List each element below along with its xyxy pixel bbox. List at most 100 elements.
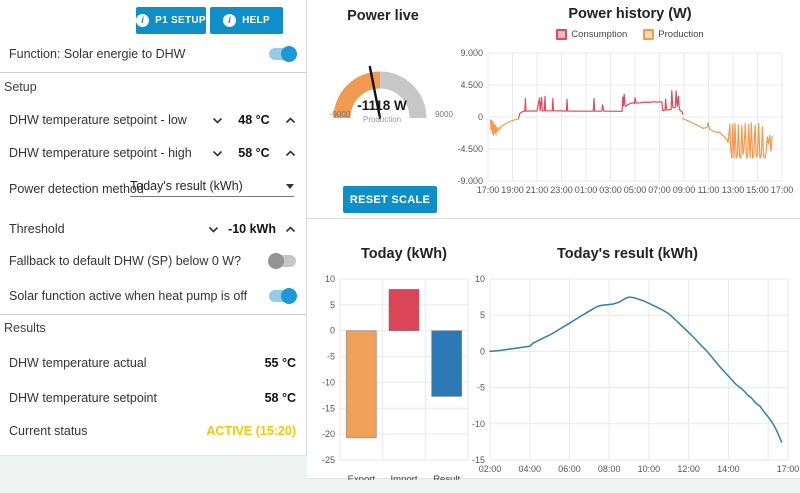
svg-text:23:00: 23:00	[550, 185, 573, 195]
svg-text:-9.000: -9.000	[457, 176, 483, 186]
svg-text:-4.500: -4.500	[457, 144, 483, 154]
power-detection-value: Today's result (kWh)	[130, 179, 243, 193]
svg-text:13:00: 13:00	[722, 185, 745, 195]
svg-text:-15: -15	[322, 403, 335, 413]
svg-text:14:00: 14:00	[717, 464, 740, 474]
settings-panel: i P1 SETUP i HELP Function: Solar energi…	[0, 0, 307, 456]
reset-scale-button[interactable]: RESET SCALE	[343, 186, 437, 213]
dhw-setpoint-result-label: DHW temperature setpoint	[9, 391, 157, 405]
solar-active-label: Solar function active when heat pump is …	[9, 289, 248, 303]
dhw-setpoint-high-row: DHW temperature setpoint - high 58 °C	[9, 144, 296, 162]
dhw-setpoint-low-stepper: 48 °C	[212, 113, 296, 127]
power-history-legend: Consumption Production	[460, 29, 800, 40]
dhw-setpoint-low-row: DHW temperature setpoint - low 48 °C	[9, 111, 296, 129]
svg-text:-10: -10	[322, 377, 335, 387]
svg-text:08:00: 08:00	[598, 464, 621, 474]
dhw-actual-row: DHW temperature actual 55 °C	[9, 354, 296, 372]
svg-text:06:00: 06:00	[558, 464, 581, 474]
power-detection-row: Power detection method Today's result (k…	[9, 179, 296, 198]
svg-text:0: 0	[478, 112, 483, 122]
function-toggle[interactable]	[269, 46, 297, 62]
dhw-actual-label: DHW temperature actual	[9, 356, 147, 370]
chevron-up-icon[interactable]	[285, 116, 296, 124]
dhw-setpoint-high-label: DHW temperature setpoint - high	[9, 146, 192, 160]
svg-text:15:00: 15:00	[746, 185, 769, 195]
help-label: HELP	[242, 15, 270, 26]
power-detection-select[interactable]: Today's result (kWh)	[130, 179, 294, 197]
svg-text:17:00: 17:00	[777, 464, 800, 474]
dhw-actual-value: 55 °C	[264, 356, 296, 370]
chevron-down-icon[interactable]	[212, 117, 223, 124]
svg-text:-20: -20	[322, 429, 335, 439]
threshold-row: Threshold -10 kWh	[9, 220, 296, 238]
svg-text:09:00: 09:00	[673, 185, 696, 195]
chevron-up-icon[interactable]	[285, 149, 296, 157]
chevron-down-icon[interactable]	[212, 150, 223, 157]
p1-setup-label: P1 SETUP	[155, 15, 206, 26]
info-icon: i	[136, 14, 150, 27]
toggle-knob	[281, 288, 297, 304]
fallback-row: Fallback to default DHW (SP) below 0 W?	[9, 252, 296, 270]
svg-text:01:00: 01:00	[575, 185, 598, 195]
svg-text:10:00: 10:00	[638, 464, 661, 474]
svg-text:5: 5	[330, 300, 335, 310]
gauge-min-label: -9000	[329, 110, 351, 119]
gauge-value: -1118 W	[357, 98, 407, 113]
svg-text:5: 5	[480, 310, 485, 320]
svg-text:17:00: 17:00	[771, 185, 794, 195]
svg-text:0: 0	[480, 346, 485, 356]
todays-result-title: Today's result (kWh)	[557, 246, 698, 262]
dhw-setpoint-low-label: DHW temperature setpoint - low	[9, 113, 187, 127]
toggle-knob	[268, 253, 284, 269]
power-history-title: Power history (W)	[568, 6, 692, 22]
info-icon: i	[223, 14, 237, 27]
svg-text:-5: -5	[327, 352, 335, 362]
solar-active-row: Solar function active when heat pump is …	[9, 287, 297, 305]
charts-panel: Power live -1118 W -9000 9000 Production…	[307, 0, 800, 480]
divider	[307, 218, 800, 219]
svg-text:Result: Result	[433, 474, 460, 480]
gauge-max-label: 9000	[435, 110, 453, 119]
legend-item-consumption[interactable]: Consumption	[556, 29, 627, 40]
threshold-label: Threshold	[9, 222, 65, 236]
section-header-results: Results	[4, 321, 46, 335]
dhw-setpoint-high-stepper: 58 °C	[212, 146, 296, 160]
svg-text:21:00: 21:00	[526, 185, 549, 195]
svg-text:11:00: 11:00	[698, 185, 720, 195]
function-label: Function: Solar energie to DHW	[9, 47, 186, 61]
power-gauge	[333, 65, 427, 120]
fallback-label: Fallback to default DHW (SP) below 0 W?	[9, 254, 242, 268]
status-value: ACTIVE (15:20)	[206, 424, 296, 438]
chevron-up-icon[interactable]	[285, 225, 296, 233]
section-header-setup: Setup	[4, 80, 37, 94]
help-button[interactable]: i HELP	[210, 7, 283, 34]
production-swatch-icon	[643, 29, 655, 40]
caret-down-icon	[286, 183, 294, 189]
p1-setup-button[interactable]: i P1 SETUP	[136, 7, 206, 34]
svg-text:19:00: 19:00	[501, 185, 524, 195]
svg-text:10: 10	[475, 274, 485, 284]
consumption-swatch-icon	[556, 29, 568, 40]
svg-text:04:00: 04:00	[518, 464, 541, 474]
chevron-down-icon[interactable]	[208, 226, 219, 233]
today-chart-title: Today (kWh)	[361, 246, 447, 262]
dhw-setpoint-high-value: 58 °C	[238, 146, 270, 160]
dhw-setpoint-low-value: 48 °C	[238, 113, 270, 127]
function-row: Function: Solar energie to DHW	[9, 45, 297, 63]
svg-text:-15: -15	[472, 455, 485, 465]
svg-text:10: 10	[325, 274, 335, 284]
svg-text:9.000: 9.000	[460, 48, 483, 58]
threshold-value: -10 kWh	[228, 222, 276, 236]
power-detection-label: Power detection method	[9, 182, 144, 196]
svg-text:Export: Export	[348, 474, 376, 480]
current-status-label: Current status	[9, 424, 88, 438]
solar-active-toggle[interactable]	[269, 288, 297, 304]
fallback-toggle[interactable]	[268, 253, 296, 269]
current-status-row: Current status ACTIVE (15:20)	[9, 422, 296, 440]
legend-item-production[interactable]: Production	[643, 29, 704, 40]
dhw-setpoint-result-value: 58 °C	[264, 391, 296, 405]
svg-text:-25: -25	[322, 455, 335, 465]
svg-text:03:00: 03:00	[599, 185, 622, 195]
